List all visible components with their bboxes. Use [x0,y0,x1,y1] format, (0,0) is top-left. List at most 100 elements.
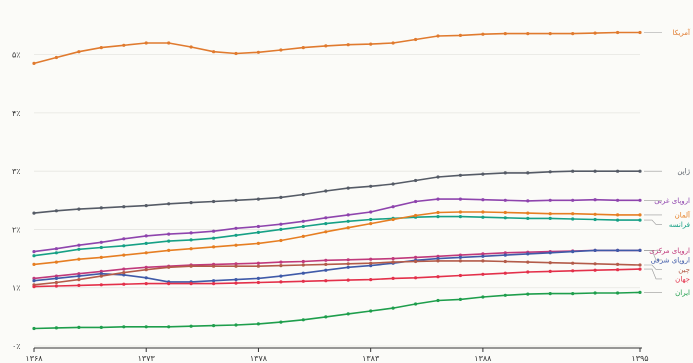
data-point [279,227,283,231]
y-axis-ticks: ۰٪ ۱٪ ۲٪ ۳٪ ۴٪ ۵٪ [12,51,21,351]
data-point [526,292,530,296]
data-point [77,207,81,211]
data-point [571,269,575,273]
data-point [548,31,552,36]
data-point [481,272,485,276]
series-line [33,249,640,283]
data-point [54,209,59,213]
series-label: چین [678,266,690,274]
data-point [189,282,193,286]
data-point [548,216,552,220]
data-point [436,259,440,263]
series-label: جهان [675,275,690,283]
data-point [256,241,260,245]
data-point [234,243,238,247]
data-point [99,325,103,329]
data-point [99,274,103,278]
data-point [391,276,395,280]
data-point [234,233,238,237]
data-point [144,241,148,245]
series-line [33,260,641,286]
data-point [99,269,103,273]
data-point [122,205,126,209]
data-point [458,197,462,201]
data-point [279,264,283,268]
series-label: فرانسه [669,221,690,229]
series-line [33,170,640,214]
data-point [481,215,485,219]
data-point [189,324,193,328]
data-point [571,169,575,173]
data-point [369,210,373,214]
data-point [189,231,193,235]
data-point [212,50,216,54]
data-point [616,248,620,252]
data-point [414,213,418,218]
data-point [526,211,530,215]
data-point [144,41,148,45]
data-point [458,210,462,214]
data-point [279,222,283,226]
data-point [167,239,171,243]
data-point [503,271,507,275]
data-point [436,298,440,303]
data-point [212,199,216,204]
data-point [234,198,238,202]
data-point [458,253,462,257]
data-point [324,189,328,193]
data-point [369,217,373,222]
data-point [324,268,328,272]
data-point [212,264,216,268]
data-point [346,265,350,269]
data-point [391,260,395,264]
data-point [503,210,507,215]
data-point [571,31,575,36]
data-point [526,216,530,220]
data-point [593,217,597,222]
data-point [301,224,305,229]
data-point [593,169,597,173]
x-tick-label: ۱۳۸۸ [474,354,492,363]
label-leader [644,250,662,261]
data-point [77,50,81,54]
data-point [638,169,642,173]
data-point [346,213,350,217]
label-leader [644,268,662,280]
data-point [638,290,642,294]
data-point [638,248,642,252]
data-point [32,262,36,266]
data-point [234,262,238,266]
data-point [256,276,260,280]
data-point [481,254,485,258]
data-point [481,198,485,202]
data-point [279,280,283,284]
data-point [212,279,216,283]
data-point [77,243,81,247]
data-point [301,192,305,197]
data-point [369,261,373,265]
data-point [593,268,597,272]
x-axis: ۱۳۶۸ ۱۳۷۳ ۱۳۷۸ ۱۳۸۳ ۱۳۸۸ ۱۳۹۵ [25,347,649,363]
data-point [369,42,373,46]
data-point [414,199,418,204]
data-point [234,281,238,285]
data-point [77,272,81,276]
data-point [436,275,440,279]
data-point [436,175,440,179]
x-tick-label: ۱۳۷۸ [250,354,268,363]
data-point [122,267,126,271]
data-point [571,198,575,202]
data-point [346,43,350,47]
data-point [279,195,283,199]
data-point [256,280,260,285]
data-point [256,264,260,268]
data-point [301,279,305,283]
data-point [548,269,552,273]
y-tick-label: ۵٪ [12,51,21,60]
data-point [503,251,507,255]
series-line [33,249,640,280]
data-point [122,273,126,277]
data-point [458,259,462,263]
data-point [458,173,462,177]
data-point [593,212,597,216]
